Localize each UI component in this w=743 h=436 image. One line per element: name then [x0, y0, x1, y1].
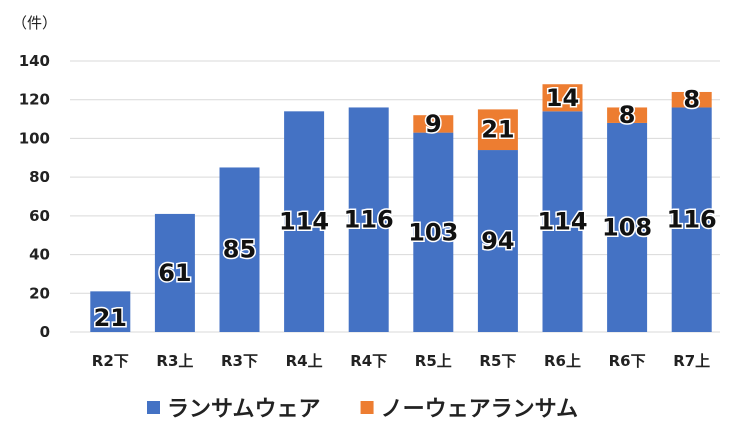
- data-label: 8: [619, 101, 636, 129]
- data-label: 8: [683, 86, 700, 114]
- bar-noware-ransom: [477, 109, 518, 151]
- x-tick-label: R7上: [673, 352, 710, 370]
- data-label: 114: [279, 208, 329, 236]
- x-tick-label: R3上: [156, 352, 193, 370]
- x-tick-label: R4上: [286, 352, 323, 370]
- bar-ransomware: [284, 111, 325, 332]
- bar-ransomware: [90, 291, 131, 332]
- data-label: 116: [667, 206, 717, 234]
- data-label: 108: [602, 213, 652, 241]
- data-label: 85: [223, 236, 256, 264]
- data-label: 21: [481, 116, 514, 144]
- bar-noware-ransom: [671, 91, 712, 108]
- bar-ransomware: [477, 150, 518, 332]
- y-tick-label: 20: [29, 284, 50, 302]
- x-tick-label: R3下: [221, 352, 258, 370]
- bar-noware-ransom: [607, 107, 648, 123]
- x-tick-label: R6上: [544, 352, 581, 370]
- x-tick-label: R6下: [609, 352, 646, 370]
- legend-label: ランサムウェア: [167, 397, 321, 422]
- bar-ransomware: [671, 107, 712, 332]
- bar-ransomware: [607, 122, 648, 332]
- y-tick-label: 0: [40, 323, 50, 341]
- x-tick-label: R2下: [92, 352, 129, 370]
- data-label: 116: [344, 206, 394, 234]
- data-label: 61: [158, 259, 191, 287]
- y-tick-label: 100: [19, 129, 50, 147]
- data-label: 9: [425, 110, 442, 138]
- bar-ransomware: [413, 132, 454, 332]
- legend-label: ノーウェアランサム: [381, 397, 579, 422]
- x-tick-label: R5下: [479, 352, 516, 370]
- y-tick-label: 60: [29, 207, 50, 225]
- data-label: 103: [408, 218, 458, 246]
- bar-ransomware: [348, 107, 389, 332]
- y-tick-label: 40: [29, 246, 50, 264]
- bar-noware-ransom: [542, 84, 583, 112]
- y-axis-unit-label: （件）: [12, 14, 57, 32]
- data-label: 21: [94, 304, 127, 332]
- x-tick-label: R4下: [350, 352, 387, 370]
- data-label: 94: [481, 227, 514, 255]
- x-tick-label: R5上: [415, 352, 452, 370]
- bar-noware-ransom: [413, 115, 454, 133]
- legend-swatch: [147, 401, 160, 414]
- bar-ransomware: [154, 213, 195, 332]
- bar-ransomware: [542, 111, 583, 332]
- y-tick-label: 80: [29, 168, 50, 186]
- data-label: 14: [546, 84, 579, 112]
- y-tick-label: 120: [19, 91, 50, 109]
- bar-ransomware: [219, 167, 260, 332]
- data-label: 114: [537, 208, 587, 236]
- legend-swatch: [360, 401, 374, 414]
- y-tick-label: 140: [19, 52, 50, 70]
